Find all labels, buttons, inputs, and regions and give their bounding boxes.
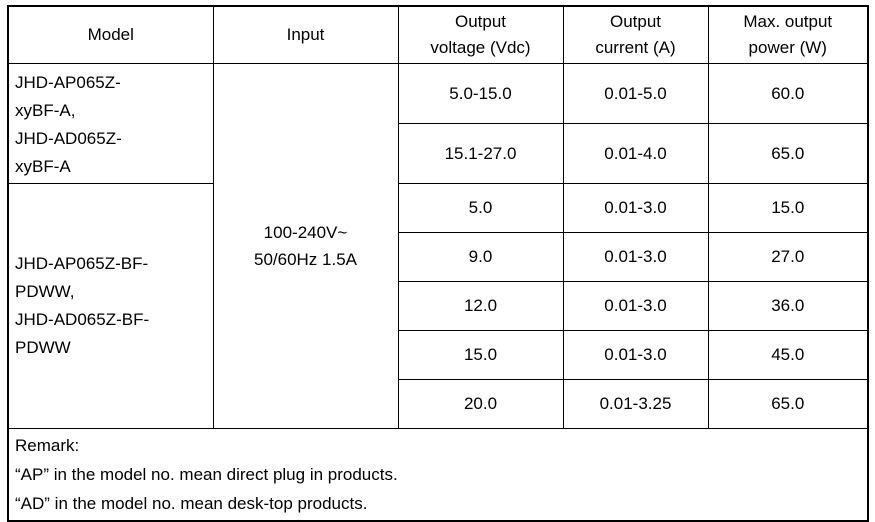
- output-voltage-cell: 20.0: [397, 379, 564, 429]
- spec-table: Model Input Output voltage (Vdc) Output …: [7, 5, 869, 522]
- max-output-power-cell: 36.0: [707, 281, 869, 331]
- header-row: Model Input Output voltage (Vdc) Output …: [7, 5, 869, 64]
- model-name-line: PDWW: [15, 338, 71, 357]
- remark-line: “AD” in the model no. mean desk-top prod…: [15, 494, 368, 513]
- output-current-cell: 0.01-3.0: [562, 330, 709, 380]
- remark-label: Remark:: [15, 436, 80, 455]
- model-name-line: JHD-AP065Z-: [15, 73, 121, 92]
- table-row: JHD-AP065Z-BF- PDWW, JHD-AD065Z-BF- PDWW…: [7, 183, 869, 429]
- header-output-current: Output current (A): [562, 5, 709, 64]
- output-voltage-cell: 5.0: [397, 183, 564, 233]
- table-row: 9.0 0.01-3.0 27.0: [8, 232, 869, 282]
- output-current-cell: 0.01-3.0: [562, 281, 709, 331]
- remark-row: Remark: “AP” in the model no. mean direc…: [7, 428, 869, 522]
- header-output-voltage: Output voltage (Vdc): [397, 5, 564, 64]
- header-output-current-line1: Output: [609, 12, 662, 31]
- output-current-cell: 0.01-3.25: [562, 379, 709, 429]
- header-output-voltage-line2: voltage (Vdc): [430, 38, 531, 57]
- max-output-power-cell: 15.0: [707, 183, 869, 233]
- header-output-voltage-line1: Output: [454, 12, 507, 31]
- table-row: 15.1-27.0 0.01-4.0 65.0: [8, 123, 869, 184]
- max-output-power-cell: 60.0: [707, 63, 869, 124]
- output-voltage-cell: 12.0: [397, 281, 564, 331]
- model-group-1-cell: JHD-AP065Z- xyBF-A, JHD-AD065Z- xyBF-A: [7, 63, 214, 184]
- max-output-power-cell: 65.0: [707, 123, 869, 184]
- model-name-line: xyBF-A,: [15, 101, 76, 120]
- output-current-cell: 0.01-3.0: [562, 183, 709, 233]
- output-current-cell: 0.01-4.0: [562, 123, 709, 184]
- max-output-power-cell: 65.0: [707, 379, 869, 429]
- input-value-line: 100-240V~: [263, 223, 348, 242]
- table-row: 12.0 0.01-3.0 36.0: [8, 281, 869, 331]
- model-name-line: xyBF-A: [15, 157, 71, 176]
- output-voltage-cell: 9.0: [397, 232, 564, 282]
- output-current-cell: 0.01-3.0: [562, 232, 709, 282]
- model-name-line: PDWW,: [15, 282, 75, 301]
- table-row: 20.0 0.01-3.25 65.0: [8, 379, 869, 429]
- document-page: Model Input Output voltage (Vdc) Output …: [7, 5, 869, 522]
- output-voltage-cell: 15.1-27.0: [397, 123, 564, 184]
- model-name-line: JHD-AD065Z-: [15, 129, 122, 148]
- max-output-power-cell: 45.0: [707, 330, 869, 380]
- max-output-power-cell: 27.0: [707, 232, 869, 282]
- header-max-output-power: Max. output power (W): [707, 5, 869, 64]
- header-output-current-line2: current (A): [595, 38, 676, 57]
- header-input: Input: [212, 5, 399, 64]
- input-value-line: 50/60Hz 1.5A: [253, 250, 357, 269]
- input-cell: 100-240V~ 50/60Hz 1.5A: [212, 63, 399, 429]
- output-voltage-cell: 5.0-15.0: [397, 63, 564, 124]
- output-current-cell: 0.01-5.0: [562, 63, 709, 124]
- table-row: JHD-AP065Z- xyBF-A, JHD-AD065Z- xyBF-A 1…: [7, 63, 869, 429]
- remark-line: “AP” in the model no. mean direct plug i…: [15, 465, 398, 484]
- header-model: Model: [7, 5, 214, 64]
- remark-cell: Remark: “AP” in the model no. mean direc…: [7, 428, 869, 522]
- output-voltage-cell: 15.0: [397, 330, 564, 380]
- model-name-line: JHD-AD065Z-BF-: [15, 310, 150, 329]
- table-row: 15.0 0.01-3.0 45.0: [8, 330, 869, 380]
- header-max-output-power-line1: Max. output: [743, 12, 833, 31]
- model-group-2-cell: JHD-AP065Z-BF- PDWW, JHD-AD065Z-BF- PDWW: [7, 183, 214, 429]
- model-name-line: JHD-AP065Z-BF-: [15, 254, 149, 273]
- header-max-output-power-line2: power (W): [748, 38, 827, 57]
